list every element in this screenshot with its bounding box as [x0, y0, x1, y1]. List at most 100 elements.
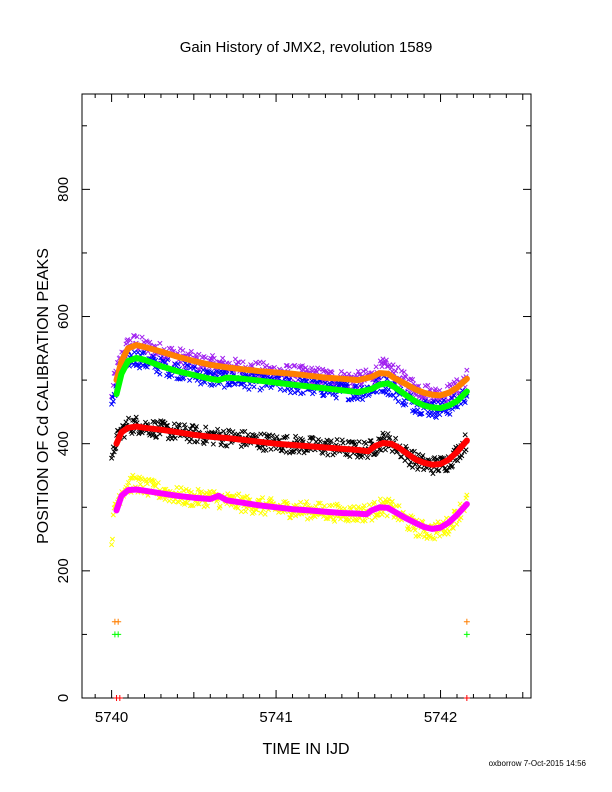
data-point-1-323 [382, 386, 389, 392]
data-point-3-68 [166, 498, 172, 504]
data-point-1-243 [315, 380, 321, 386]
data-point-4-2 [463, 618, 470, 625]
data-point-0-300 [363, 367, 369, 373]
data-point-2-174 [256, 445, 262, 451]
data-point-1-108 [200, 367, 206, 373]
data-point-1-226 [300, 390, 306, 396]
fit-curve-3 [113, 486, 470, 532]
data-point-2-341 [398, 454, 404, 460]
data-point-2-357 [411, 448, 417, 454]
y-tick-label-2: 400 [55, 431, 72, 456]
data-point-2-188 [268, 446, 274, 452]
data-point-2-54 [154, 419, 160, 425]
data-point-3-128 [217, 503, 223, 509]
data-point-3-89 [184, 500, 190, 506]
data-point-2-86 [181, 422, 188, 428]
data-point-0-324 [383, 357, 389, 363]
data-point-2-276 [343, 451, 349, 457]
data-point-3-325 [384, 513, 390, 519]
data-point-1-264 [332, 391, 338, 398]
data-point-2-125 [215, 426, 221, 432]
data-point-1-177 [259, 385, 265, 391]
fit-curve-2 [113, 423, 470, 468]
data-point-3-158 [243, 508, 249, 515]
data-point-3-181 [262, 511, 268, 517]
chart-title: Gain History of JMX2, revolution 1589 [180, 39, 433, 56]
data-point-2-65 [164, 423, 170, 429]
data-point-0-216 [292, 362, 298, 369]
data-point-3-85 [181, 488, 187, 494]
data-point-3-171 [254, 507, 260, 513]
data-point-2-305 [367, 438, 373, 444]
data-point-3-385 [435, 519, 441, 525]
data-point-0-22 [127, 337, 133, 343]
data-point-1-366 [419, 410, 425, 417]
data-point-0-206 [283, 363, 289, 369]
data-point-3-50 [151, 478, 157, 484]
data-point-1-98 [192, 364, 198, 370]
data-point-3-91 [186, 488, 192, 494]
data-point-1-133 [221, 384, 227, 390]
data-point-2-80 [176, 422, 182, 429]
data-point-2-149 [235, 431, 241, 437]
data-point-3-20 [126, 480, 132, 486]
data-point-0-325 [384, 363, 390, 369]
data-point-3-48 [149, 478, 155, 484]
data-point-3-178 [259, 495, 266, 501]
data-point-2-377 [428, 467, 434, 473]
data-point-1-387 [437, 412, 443, 418]
data-point-1-265 [333, 395, 339, 401]
data-point-3-419 [464, 492, 470, 498]
data-point-0-30 [134, 334, 140, 340]
data-point-3-160 [244, 493, 250, 499]
data-point-3-246 [317, 500, 323, 506]
data-point-3-327 [386, 496, 392, 502]
data-point-2-302 [365, 454, 371, 461]
x-axis-ticks: 5740 5741 5742 [94, 94, 524, 726]
data-point-1-290 [354, 396, 361, 402]
data-point-3-96 [190, 502, 196, 508]
data-point-0-330 [388, 365, 394, 371]
y-axis-ticks: 0 200 400 600 800 [55, 125, 531, 702]
data-point-1-204 [282, 387, 288, 393]
data-point-0-407 [454, 377, 460, 383]
data-point-2-323 [382, 447, 389, 453]
data-point-2-254 [324, 437, 330, 443]
data-point-2-180 [261, 431, 267, 437]
data-point-1-278 [344, 381, 350, 387]
data-point-1-335 [393, 395, 399, 401]
data-point-3-49 [150, 482, 156, 488]
data-point-1-347 [403, 402, 409, 408]
data-point-0-45 [147, 339, 153, 345]
data-point-1-289 [354, 383, 360, 389]
data-point-3-387 [437, 533, 443, 539]
data-point-2-263 [332, 450, 338, 456]
data-point-2-363 [416, 464, 422, 470]
data-point-2-74 [171, 421, 177, 427]
data-point-1-162 [246, 386, 252, 392]
point-series-6 [113, 695, 470, 701]
data-point-2-259 [328, 438, 334, 444]
data-point-2-396 [444, 467, 450, 473]
data-point-3-407 [454, 521, 460, 527]
data-point-3-263 [332, 518, 338, 524]
x-tick-label-2: 5742 [424, 709, 457, 726]
data-point-6-2 [463, 695, 470, 701]
data-point-1-296 [360, 397, 366, 403]
data-point-2-29 [133, 414, 139, 420]
data-point-1-313 [374, 389, 380, 395]
data-point-3-397 [445, 531, 451, 537]
data-point-3-418 [463, 495, 469, 501]
data-point-2-111 [203, 424, 209, 430]
data-point-1-365 [418, 411, 424, 417]
data-point-1-60 [159, 358, 166, 364]
data-point-6-1 [116, 695, 123, 701]
data-point-2-255 [325, 452, 331, 458]
y-axis-label: POSITION OF Cd CALIBRATION PEAKS [35, 248, 52, 544]
data-point-3-251 [321, 503, 327, 509]
data-point-2-326 [385, 431, 391, 437]
x-axis-label: TIME IN IJD [262, 741, 349, 758]
data-point-1-157 [242, 384, 248, 390]
data-point-2-26 [131, 429, 137, 435]
